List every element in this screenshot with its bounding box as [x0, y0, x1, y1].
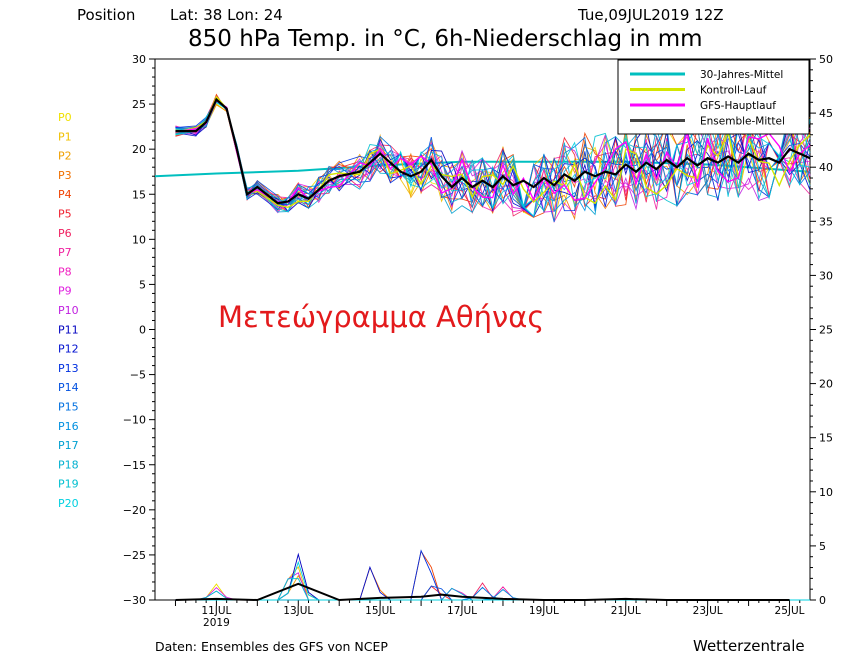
data-credits: Daten: Ensembles des GFS von NCEP [155, 639, 388, 654]
right-axis-tick-label: 10 [819, 486, 833, 499]
member-label-p15: P15 [58, 401, 79, 414]
right-axis-tick-label: 50 [819, 53, 833, 66]
brand-label: Wetterzentrale [693, 637, 805, 655]
x-axis-tick-label: 25JUL [775, 605, 805, 617]
legend-label: GFS-Hauptlauf [700, 100, 776, 112]
member-line-p12 [175, 97, 811, 218]
member-label-p8: P8 [58, 265, 72, 278]
member-label-p9: P9 [58, 285, 72, 298]
left-axis-tick-label: 30 [132, 53, 146, 66]
control-run-line [175, 95, 811, 209]
left-axis-tick-label: 5 [139, 278, 146, 291]
member-label-p6: P6 [58, 227, 72, 240]
member-label-p2: P2 [58, 150, 72, 163]
member-line-p11 [175, 97, 811, 213]
legend-label: Kontroll-Lauf [700, 85, 767, 97]
right-axis-tick-label: 0 [819, 594, 826, 607]
right-axis-tick-label: 25 [819, 324, 833, 337]
run-time: Tue,09JUL2019 12Z [577, 6, 724, 24]
precip-line-p4 [175, 550, 810, 601]
x-axis-tick-label: 17JUL [447, 605, 477, 617]
overlay-label: Μετεώγραμμα Αθήνας [218, 300, 544, 334]
member-line-p17 [175, 100, 811, 216]
left-axis-tick-label: 0 [139, 324, 146, 337]
precip-line-p11 [175, 552, 810, 601]
legend-label: 30-Jahres-Mittel [700, 69, 783, 81]
member-label-p17: P17 [58, 439, 79, 452]
legend-label: Ensemble-Mittel [700, 116, 785, 128]
precip-mean-line [175, 582, 790, 602]
right-axis-tick-label: 5 [819, 540, 826, 553]
x-axis-tick-label: 11JUL [201, 605, 231, 617]
member-label-p14: P14 [58, 381, 79, 394]
precip-line-p13 [175, 549, 810, 601]
right-axis-tick-label: 40 [819, 161, 833, 174]
left-axis-tick-label: −30 [123, 594, 146, 607]
lat-lon: Lat: 38 Lon: 24 [170, 6, 283, 24]
x-axis-year-label: 2019 [203, 617, 230, 629]
member-label-p4: P4 [58, 188, 72, 201]
member-label-p1: P1 [58, 130, 72, 143]
left-axis-tick-label: −15 [123, 459, 146, 472]
right-axis-tick-label: 30 [819, 269, 833, 282]
member-label-p0: P0 [58, 111, 72, 124]
ensemble-members-layer [175, 93, 811, 223]
member-label-p11: P11 [58, 323, 79, 336]
left-axis-tick-label: −25 [123, 549, 146, 562]
member-label-p13: P13 [58, 362, 79, 375]
x-axis-tick-label: 23JUL [693, 605, 723, 617]
member-label-p3: P3 [58, 169, 72, 182]
precip-layer [175, 549, 810, 602]
right-axis-tick-label: 15 [819, 432, 833, 445]
left-axis-tick-label: −20 [123, 504, 146, 517]
member-label-p16: P16 [58, 420, 79, 433]
right-axis-tick-label: 45 [819, 107, 833, 120]
member-label-p5: P5 [58, 208, 72, 221]
x-axis-tick-label: 15JUL [365, 605, 395, 617]
right-axis-tick-label: 35 [819, 215, 833, 228]
left-axis-tick-label: 10 [132, 233, 146, 246]
right-axis-tick-label: 20 [819, 378, 833, 391]
legend: 30-Jahres-Mittel Kontroll-Lauf GFS-Hauptla… [617, 59, 810, 135]
ensemble-mean-line [175, 97, 811, 205]
position-label: Position [77, 6, 135, 24]
member-line-p19 [175, 101, 811, 212]
chart-title: 850 hPa Temp. in °C, 6h-Niederschlag in … [188, 26, 703, 52]
x-axis-tick-label: 19JUL [529, 605, 559, 617]
left-axis-tick-label: −5 [130, 369, 146, 382]
member-label-p7: P7 [58, 246, 72, 259]
x-axis-tick-label: 21JUL [611, 605, 641, 617]
member-labels: P0 P1 P2 P3 P4 P5 P6 P7 P8 P9 P10 P11 P12 P13 P14 P15 P1… [58, 111, 79, 510]
member-label-p19: P19 [58, 478, 79, 491]
member-label-p12: P12 [58, 343, 79, 356]
member-label-p10: P10 [58, 304, 79, 317]
ensemble-mean-layer [175, 97, 811, 205]
left-axis-tick-label: −10 [123, 414, 146, 427]
member-label-p20: P20 [58, 497, 79, 510]
left-axis-tick-label: 15 [132, 188, 146, 201]
left-axis: 30 25 20 15 10 5 0 −5 −10 −15 −20 −25 −30 [123, 53, 155, 607]
member-line-p4 [175, 93, 811, 218]
left-axis-tick-label: 20 [132, 143, 146, 156]
member-label-p18: P18 [58, 458, 79, 471]
x-axis-tick-label: 13JUL [283, 605, 313, 617]
left-axis-tick-label: 25 [132, 98, 146, 111]
precip-line-p10 [175, 572, 810, 601]
